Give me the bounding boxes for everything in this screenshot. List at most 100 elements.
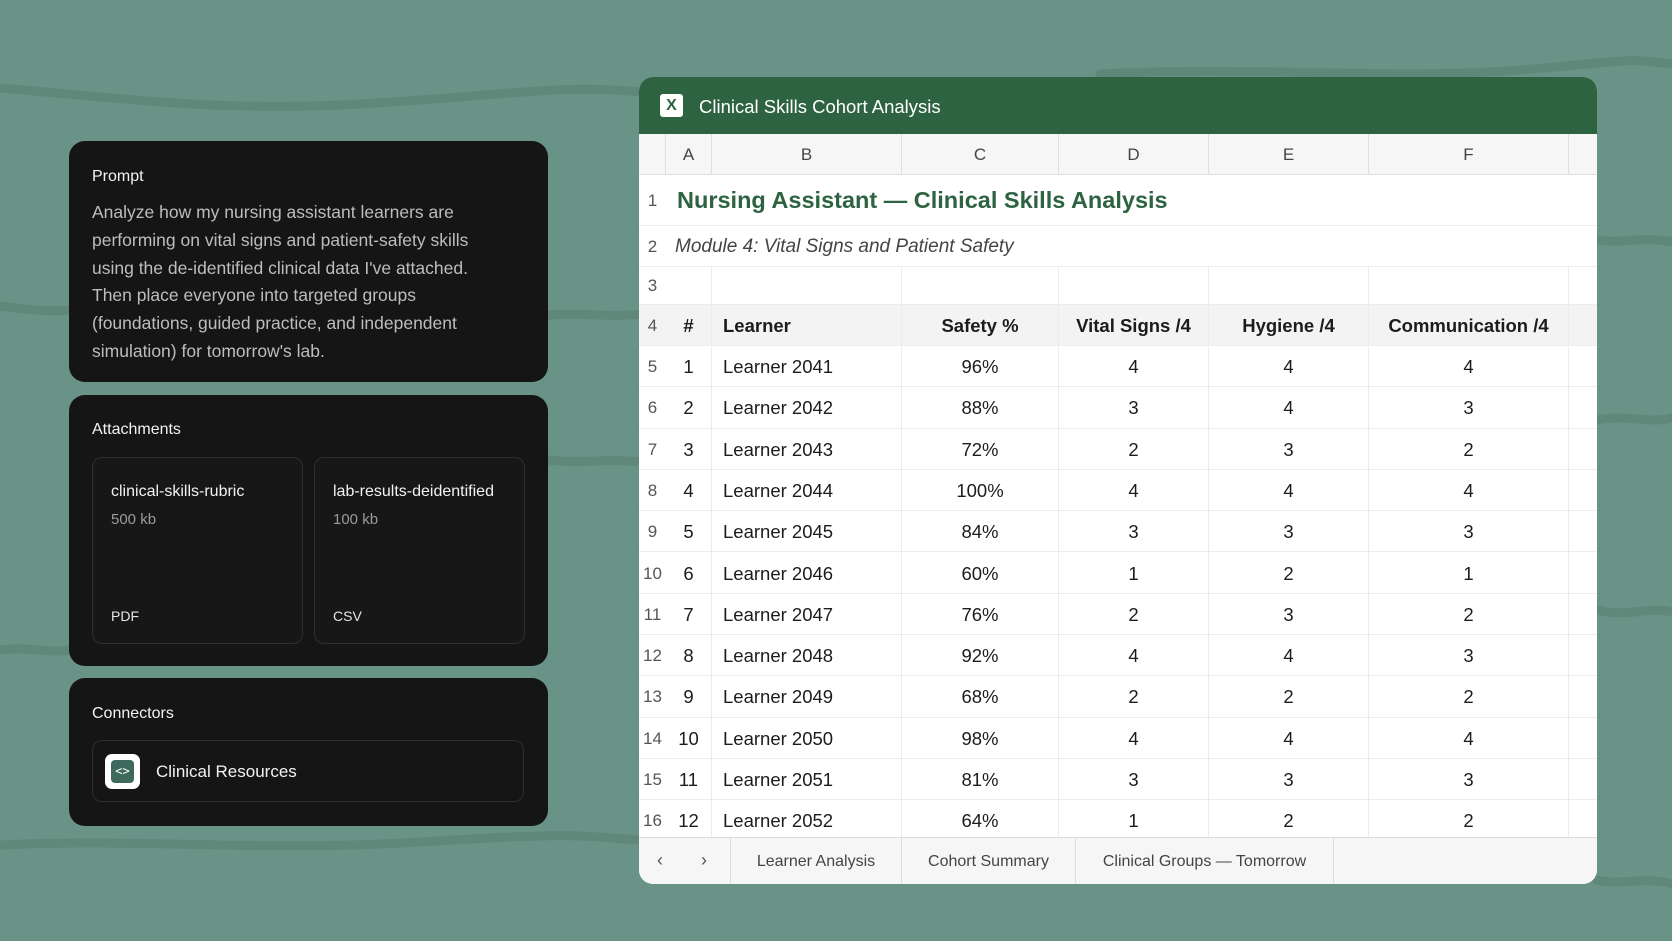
table-cell[interactable]: 4 [1059,635,1209,676]
table-cell[interactable]: 4 [1059,346,1209,387]
table-cell[interactable]: 4 [1369,346,1569,387]
table-cell[interactable]: 11 [666,759,712,800]
table-cell[interactable]: Learner 2051 [712,759,902,800]
table-cell[interactable]: Learner 2050 [712,717,902,758]
table-cell[interactable]: 100% [902,469,1059,511]
table-cell[interactable]: 96% [902,346,1059,387]
table-cell[interactable]: Learner 2047 [712,593,902,635]
header-cell[interactable]: # [666,305,712,345]
table-cell[interactable]: 60% [902,552,1059,593]
table-cell[interactable]: Learner 2048 [712,635,902,676]
header-cell[interactable]: Safety % [902,305,1059,345]
table-cell[interactable]: 1 [1059,552,1209,593]
table-cell[interactable]: 2 [1209,800,1369,841]
column-header-e[interactable]: E [1209,134,1369,175]
table-cell[interactable]: 3 [1209,759,1369,800]
table-cell[interactable]: Learner 2046 [712,552,902,593]
tab-clinical-groups-tomorrow[interactable]: Clinical Groups — Tomorrow [1075,838,1334,884]
table-cell[interactable]: 4 [1209,635,1369,676]
table-cell[interactable]: 4 [1209,346,1369,387]
table-cell[interactable]: 98% [902,717,1059,758]
table-cell[interactable]: 9 [666,676,712,717]
table-cell[interactable]: 4 [666,469,712,511]
table-cell[interactable]: 2 [1209,676,1369,717]
table-cell[interactable]: 72% [902,428,1059,469]
table-cell[interactable]: 2 [1059,593,1209,635]
empty-cell[interactable] [712,267,902,304]
table-cell[interactable]: 2 [1369,800,1569,841]
column-header-b[interactable]: B [712,134,902,175]
sheet-subtitle-cell[interactable]: Module 4: Vital Signs and Patient Safety [675,236,1014,257]
table-cell[interactable]: 3 [1209,428,1369,469]
table-cell[interactable]: 2 [1369,676,1569,717]
header-cell[interactable]: Communication /4 [1369,305,1569,345]
column-header-a[interactable]: A [666,134,712,175]
table-cell[interactable]: Learner 2041 [712,346,902,387]
empty-cell[interactable] [1059,267,1209,304]
table-cell[interactable]: 68% [902,676,1059,717]
table-cell[interactable]: 4 [1369,717,1569,758]
empty-cell[interactable] [1369,267,1569,304]
corner-cell[interactable] [639,134,666,175]
table-cell[interactable]: 4 [1369,469,1569,511]
column-header-d[interactable]: D [1059,134,1209,175]
connector-clinical-resources[interactable]: <> Clinical Resources [92,740,524,802]
chevron-right-icon[interactable]: › [701,850,707,870]
table-cell[interactable]: 6 [666,552,712,593]
table-cell[interactable]: 3 [1209,593,1369,635]
table-cell[interactable]: 2 [1369,593,1569,635]
table-cell[interactable]: Learner 2045 [712,511,902,552]
table-cell[interactable]: 12 [666,800,712,841]
table-cell[interactable]: Learner 2043 [712,428,902,469]
attachment-card-lab-results[interactable]: lab-results-deidentified 100 kb CSV [314,457,525,644]
empty-cell[interactable] [1209,267,1369,304]
table-cell[interactable]: 10 [666,717,712,758]
table-cell[interactable]: 3 [1369,511,1569,552]
table-cell[interactable]: 1 [666,346,712,387]
table-cell[interactable]: 3 [1059,511,1209,552]
table-cell[interactable]: 2 [1059,428,1209,469]
table-cell[interactable]: Learner 2042 [712,387,902,428]
table-cell[interactable]: 4 [1059,717,1209,758]
column-header-f[interactable]: F [1369,134,1569,175]
table-cell[interactable]: 3 [1369,635,1569,676]
table-cell[interactable]: 3 [1059,387,1209,428]
header-cell[interactable]: Vital Signs /4 [1059,305,1209,345]
table-cell[interactable]: 3 [1209,511,1369,552]
tab-cohort-summary[interactable]: Cohort Summary [901,838,1075,884]
table-cell[interactable]: 2 [1059,676,1209,717]
table-cell[interactable]: 4 [1209,387,1369,428]
header-cell[interactable]: Learner [712,305,902,345]
header-cell[interactable]: Hygiene /4 [1209,305,1369,345]
table-cell[interactable]: 81% [902,759,1059,800]
empty-cell[interactable] [666,267,712,304]
table-cell[interactable]: Learner 2052 [712,800,902,841]
table-cell[interactable]: 76% [902,593,1059,635]
table-cell[interactable]: 88% [902,387,1059,428]
chevron-left-icon[interactable]: ‹ [657,850,663,870]
table-cell[interactable]: 3 [1059,759,1209,800]
tab-learner-analysis[interactable]: Learner Analysis [730,838,901,884]
table-cell[interactable]: 64% [902,800,1059,841]
sheet-title-cell[interactable]: Nursing Assistant — Clinical Skills Anal… [677,187,1168,213]
table-cell[interactable]: Learner 2049 [712,676,902,717]
column-header-c[interactable]: C [902,134,1059,175]
table-cell[interactable]: 4 [1209,469,1369,511]
empty-cell[interactable] [902,267,1059,304]
table-cell[interactable]: 84% [902,511,1059,552]
table-cell[interactable]: 2 [666,387,712,428]
attachment-card-rubric[interactable]: clinical-skills-rubric 500 kb PDF [92,457,303,644]
table-cell[interactable]: 4 [1209,717,1369,758]
table-cell[interactable]: 3 [666,428,712,469]
table-cell[interactable]: 3 [1369,387,1569,428]
table-cell[interactable]: 5 [666,511,712,552]
table-cell[interactable]: 8 [666,635,712,676]
table-cell[interactable]: 3 [1369,759,1569,800]
table-cell[interactable]: 92% [902,635,1059,676]
table-cell[interactable]: 2 [1209,552,1369,593]
table-cell[interactable]: 7 [666,593,712,635]
table-cell[interactable]: Learner 2044 [712,469,902,511]
table-cell[interactable]: 4 [1059,469,1209,511]
table-cell[interactable]: 2 [1369,428,1569,469]
table-cell[interactable]: 1 [1059,800,1209,841]
